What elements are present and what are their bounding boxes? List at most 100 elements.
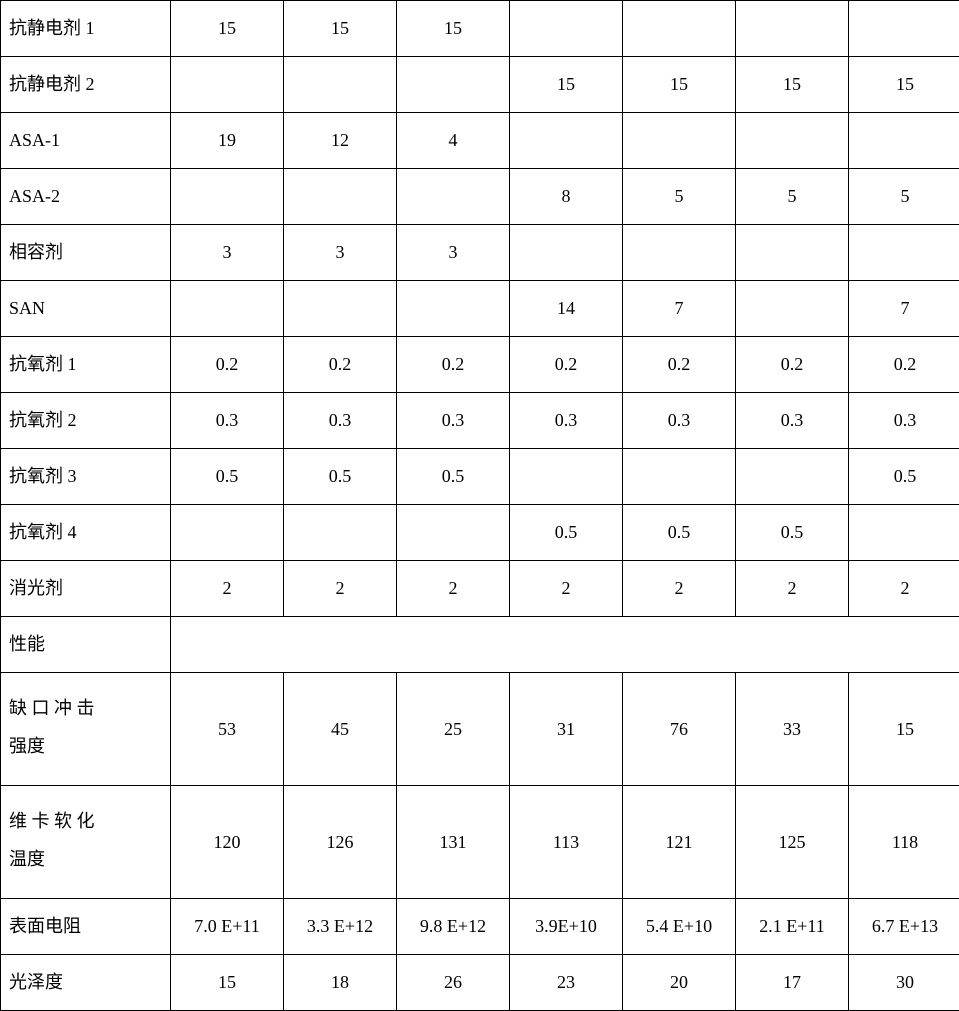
- data-cell: [397, 505, 510, 561]
- data-cell: 0.5: [736, 505, 849, 561]
- data-cell: 12: [284, 113, 397, 169]
- merged-cell: [171, 617, 959, 673]
- data-cell: [736, 113, 849, 169]
- data-cell: 7.0 E+11: [171, 899, 284, 955]
- data-cell: 15: [623, 57, 736, 113]
- data-cell: 0.2: [736, 337, 849, 393]
- data-cell: 5.4 E+10: [623, 899, 736, 955]
- data-cell: [284, 505, 397, 561]
- data-cell: 3.3 E+12: [284, 899, 397, 955]
- table-row: 抗氧剂 40.50.50.5: [1, 505, 959, 561]
- data-cell: [849, 225, 959, 281]
- row-label: 消光剂: [1, 561, 171, 617]
- data-cell: 0.5: [849, 449, 959, 505]
- data-cell: 5: [623, 169, 736, 225]
- data-cell: 15: [849, 673, 959, 786]
- data-cell: [849, 113, 959, 169]
- row-label: 抗氧剂 2: [1, 393, 171, 449]
- row-label: 抗氧剂 1: [1, 337, 171, 393]
- data-cell: 26: [397, 955, 510, 1011]
- table-row: ASA-119124: [1, 113, 959, 169]
- data-cell: 20: [623, 955, 736, 1011]
- row-label: 抗氧剂 3: [1, 449, 171, 505]
- data-cell: [510, 225, 623, 281]
- data-cell: 2: [510, 561, 623, 617]
- data-cell: 126: [284, 786, 397, 899]
- table-row: 抗氧剂 30.50.50.50.5: [1, 449, 959, 505]
- data-cell: 118: [849, 786, 959, 899]
- data-cell: 0.3: [849, 393, 959, 449]
- data-cell: [736, 225, 849, 281]
- data-cell: 0.2: [849, 337, 959, 393]
- table-row: 光泽度15182623201730: [1, 955, 959, 1011]
- row-label: 抗静电剂 2: [1, 57, 171, 113]
- data-cell: 0.3: [397, 393, 510, 449]
- data-cell: 30: [849, 955, 959, 1011]
- table-row: 消光剂2222222: [1, 561, 959, 617]
- data-cell: 0.2: [284, 337, 397, 393]
- data-cell: 18: [284, 955, 397, 1011]
- data-cell: 23: [510, 955, 623, 1011]
- data-cell: 0.5: [397, 449, 510, 505]
- data-cell: 0.2: [623, 337, 736, 393]
- row-label-line2: 强度: [9, 727, 170, 765]
- data-table: 抗静电剂 1151515抗静电剂 215151515ASA-119124ASA-…: [0, 0, 959, 1011]
- data-cell: 25: [397, 673, 510, 786]
- data-cell: 15: [736, 57, 849, 113]
- row-label-line1: 缺 口 冲 击: [9, 698, 95, 718]
- row-label: 维 卡 软 化温度: [1, 786, 171, 899]
- data-cell: 4: [397, 113, 510, 169]
- data-cell: [736, 449, 849, 505]
- data-cell: 5: [736, 169, 849, 225]
- data-cell: [623, 449, 736, 505]
- data-cell: 33: [736, 673, 849, 786]
- data-cell: [171, 281, 284, 337]
- table-row: 缺 口 冲 击强度53452531763315: [1, 673, 959, 786]
- row-label: 性能: [1, 617, 171, 673]
- table-row: ASA-28555: [1, 169, 959, 225]
- table-row: 性能: [1, 617, 959, 673]
- data-cell: [171, 57, 284, 113]
- table-row: SAN1477: [1, 281, 959, 337]
- table-row: 维 卡 软 化温度120126131113121125118: [1, 786, 959, 899]
- data-cell: 15: [171, 1, 284, 57]
- data-cell: 3: [171, 225, 284, 281]
- row-label: 缺 口 冲 击强度: [1, 673, 171, 786]
- data-cell: 0.3: [623, 393, 736, 449]
- data-cell: [397, 281, 510, 337]
- data-cell: [510, 1, 623, 57]
- data-cell: 0.2: [171, 337, 284, 393]
- data-cell: 7: [623, 281, 736, 337]
- data-cell: [736, 1, 849, 57]
- data-cell: 15: [849, 57, 959, 113]
- data-cell: 53: [171, 673, 284, 786]
- data-cell: 3: [397, 225, 510, 281]
- data-cell: [397, 169, 510, 225]
- data-cell: 7: [849, 281, 959, 337]
- data-cell: 15: [397, 1, 510, 57]
- table-row: 抗氧剂 10.20.20.20.20.20.20.2: [1, 337, 959, 393]
- data-cell: 15: [284, 1, 397, 57]
- data-cell: [171, 169, 284, 225]
- data-cell: 121: [623, 786, 736, 899]
- row-label: ASA-1: [1, 113, 171, 169]
- row-label: 抗氧剂 4: [1, 505, 171, 561]
- table-row: 抗氧剂 20.30.30.30.30.30.30.3: [1, 393, 959, 449]
- data-cell: [849, 505, 959, 561]
- row-label: 表面电阻: [1, 899, 171, 955]
- data-cell: 0.2: [397, 337, 510, 393]
- data-cell: 2: [397, 561, 510, 617]
- data-cell: 0.5: [510, 505, 623, 561]
- data-cell: 19: [171, 113, 284, 169]
- data-cell: [849, 1, 959, 57]
- data-cell: 3.9E+10: [510, 899, 623, 955]
- data-cell: 6.7 E+13: [849, 899, 959, 955]
- data-cell: 2: [736, 561, 849, 617]
- data-cell: 2: [284, 561, 397, 617]
- table-row: 抗静电剂 215151515: [1, 57, 959, 113]
- row-label: ASA-2: [1, 169, 171, 225]
- data-cell: [284, 169, 397, 225]
- data-cell: 2: [623, 561, 736, 617]
- table-row: 表面电阻7.0 E+113.3 E+129.8 E+123.9E+105.4 E…: [1, 899, 959, 955]
- row-label: 相容剂: [1, 225, 171, 281]
